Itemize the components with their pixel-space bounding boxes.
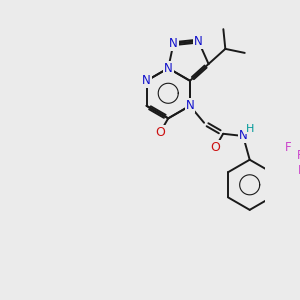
- Text: O: O: [155, 126, 165, 139]
- Text: F: F: [285, 141, 291, 154]
- Text: N: N: [239, 130, 248, 142]
- Text: N: N: [194, 34, 203, 48]
- Text: N: N: [169, 37, 178, 50]
- Text: N: N: [164, 62, 172, 75]
- Text: F: F: [298, 164, 300, 177]
- Text: H: H: [246, 124, 255, 134]
- Text: N: N: [186, 99, 194, 112]
- Text: N: N: [142, 74, 151, 87]
- Text: O: O: [211, 140, 220, 154]
- Text: F: F: [297, 149, 300, 162]
